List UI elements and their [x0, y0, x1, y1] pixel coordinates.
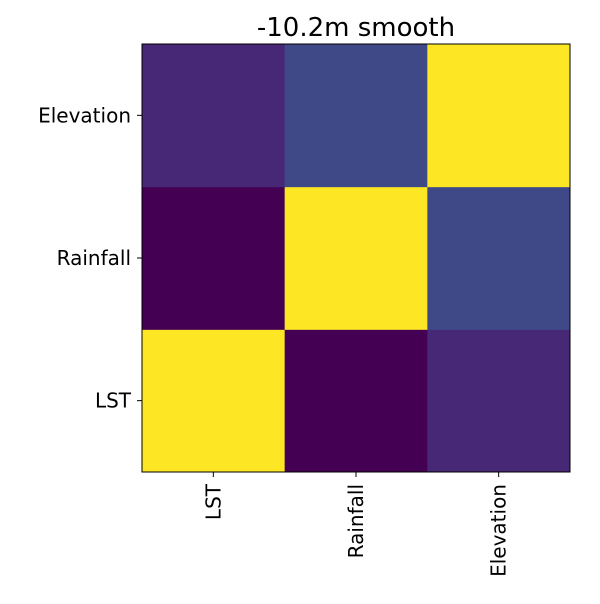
heatmap-cells: [142, 44, 571, 473]
heatmap-cell: [427, 329, 571, 473]
heatmap-cell: [142, 329, 286, 473]
x-axis: LST Rainfall Elevation: [201, 472, 511, 577]
x-tick-label: Rainfall: [344, 484, 368, 558]
heatmap-cell: [427, 44, 571, 188]
y-tick-label: LST: [95, 389, 132, 413]
x-tick-label: LST: [201, 483, 225, 520]
heatmap-cell: [142, 44, 286, 188]
chart-title: -10.2m smooth: [257, 13, 455, 43]
heatmap-cell: [284, 329, 428, 473]
heatmap-cell: [142, 186, 286, 330]
x-tick-label: Elevation: [487, 484, 511, 577]
heatmap-cell: [427, 186, 571, 330]
y-axis: LST Rainfall Elevation: [38, 103, 142, 413]
y-tick-label: Elevation: [38, 103, 131, 127]
heatmap-cell: [284, 186, 428, 330]
y-tick-label: Rainfall: [57, 246, 131, 270]
heatmap-cell: [284, 44, 428, 188]
